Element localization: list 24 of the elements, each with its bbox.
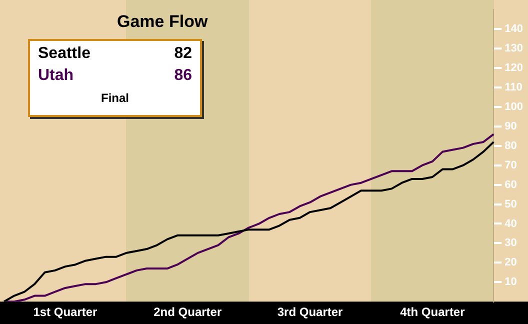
y-tick-label: 70	[504, 159, 517, 172]
y-tick-label: 40	[504, 218, 517, 230]
y-tick-label: 60	[504, 178, 517, 191]
y-tick-label: 110	[504, 82, 522, 94]
y-tick-label: 120	[504, 62, 524, 74]
x-tick-label: 3rd Quarter	[277, 305, 344, 320]
y-tick-label: 130	[504, 42, 524, 55]
y-tick-label: 80	[504, 140, 517, 152]
y-tick-label: 50	[504, 198, 517, 210]
x-tick-label: 1st Quarter	[33, 305, 98, 320]
text: Seattle	[38, 45, 90, 63]
y-tick-label: 100	[504, 100, 524, 113]
annotation: 82	[174, 45, 192, 63]
annotation: Final	[100, 91, 130, 105]
y-tick-label: 140	[504, 23, 524, 36]
x-tick-label: 2nd Quarter	[154, 305, 222, 320]
chart-title: Game Flow	[117, 12, 208, 32]
x-tick-label: 4th Quarter	[400, 305, 466, 320]
text: Utah	[38, 67, 74, 85]
y-tick-label: 30	[504, 237, 517, 250]
annotation: 86	[174, 67, 192, 85]
y-tick-label: 20	[504, 256, 517, 269]
y-tick-label: 90	[504, 120, 517, 132]
y-tick-label: 10	[504, 276, 517, 288]
